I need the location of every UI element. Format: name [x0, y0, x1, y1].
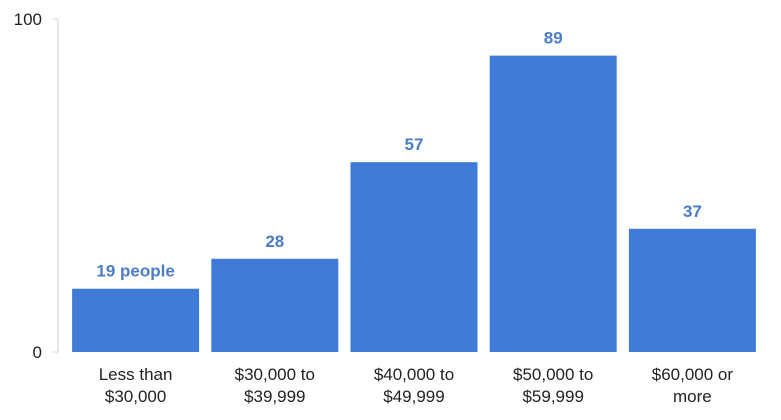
value-label: 57: [405, 135, 424, 154]
value-label: 89: [544, 29, 563, 48]
bar: [489, 55, 617, 352]
x-tick-label: $30,000 to $39,999: [234, 365, 315, 406]
x-tick-label: $50,000 to $59,999: [513, 365, 594, 406]
bar: [211, 258, 339, 352]
bar: [350, 162, 478, 352]
value-label: 28: [265, 232, 284, 251]
bar: [628, 228, 756, 352]
x-tick-label: $60,000 or more: [651, 365, 734, 406]
y-tick-label: 0: [33, 343, 42, 362]
y-tick-label: 100: [14, 10, 42, 29]
x-tick-label: $40,000 to $49,999: [373, 365, 455, 406]
x-tick-label: Less than $30,000: [98, 365, 173, 406]
value-label: 19 people: [96, 262, 174, 281]
bar: [72, 288, 200, 352]
value-label: 37: [683, 202, 702, 221]
